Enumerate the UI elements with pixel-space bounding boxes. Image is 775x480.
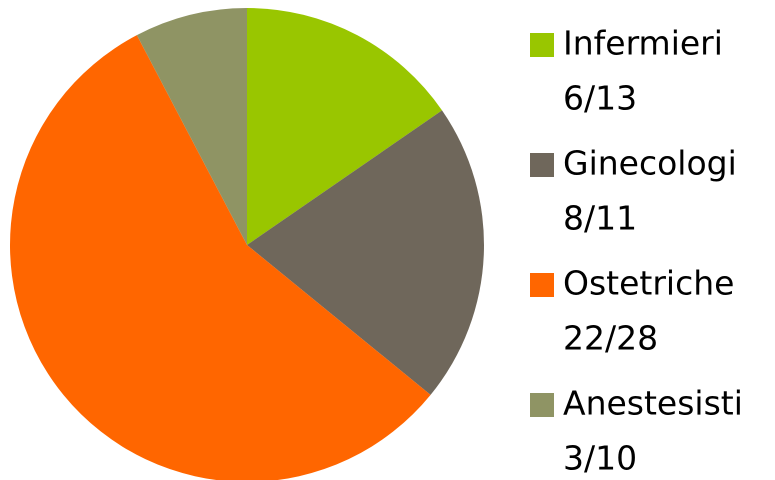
pie-slice xyxy=(247,110,484,395)
pie-slice xyxy=(136,8,247,245)
legend-label: Ostetriche xyxy=(563,264,734,303)
legend-swatch xyxy=(530,273,554,297)
legend-label: Anestesisti xyxy=(563,384,743,423)
legend-value: 3/10 xyxy=(563,439,637,478)
pie-slice xyxy=(247,8,443,245)
legend-label: Infermieri xyxy=(563,24,723,63)
pie-slice xyxy=(10,35,431,480)
legend-label: Ginecologi xyxy=(563,144,737,183)
legend-swatch xyxy=(530,153,554,177)
legend-swatch xyxy=(530,393,554,417)
legend-value: 6/13 xyxy=(563,79,637,118)
legend-value: 8/11 xyxy=(563,199,637,238)
legend-swatch xyxy=(530,33,554,57)
legend-value: 22/28 xyxy=(563,319,658,358)
